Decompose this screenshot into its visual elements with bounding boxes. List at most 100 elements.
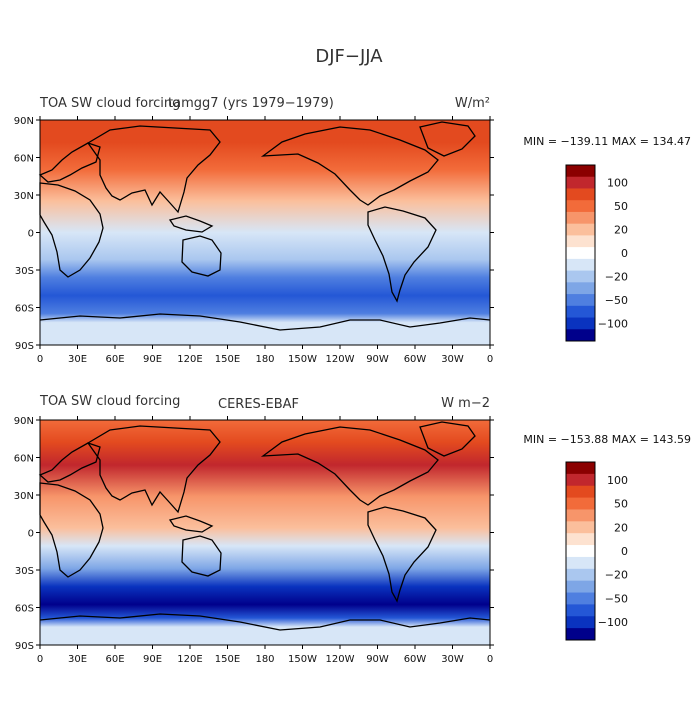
colorbar-swatch (566, 294, 595, 307)
colorbar-swatch (566, 509, 595, 522)
colorbar-swatch (566, 545, 595, 558)
colorbar-swatch (566, 235, 595, 248)
panel-bottom-units: W m−2 (441, 396, 490, 411)
colorbar-top: 100 50 20 0 −20 −50 −100 (565, 164, 628, 342)
colorbar-swatch (566, 568, 595, 582)
colorbar-swatch (566, 165, 595, 178)
lat-tick-label: 0 (28, 229, 34, 240)
lon-tick-label: 120W (326, 354, 355, 365)
southeast-asia-islands (168, 515, 214, 533)
lat-tick-label: 30S (15, 266, 34, 277)
colorbar-swatch (566, 604, 595, 617)
lon-tick-label: 150W (288, 354, 317, 365)
lat-tick-label: 90N (14, 416, 34, 427)
lon-tick-label: 60W (404, 654, 427, 665)
colorbar-swatch (566, 556, 595, 570)
colorbar-swatch (566, 329, 595, 342)
australia-outline (181, 235, 222, 277)
colorbar-swatch (566, 580, 595, 594)
colorbar-swatch (566, 282, 595, 295)
lon-tick-label: 90E (143, 354, 162, 365)
colorbar-swatch (566, 462, 595, 475)
lat-axis-bottom: 90N 60N 30N 0 30S 60S 90S (14, 416, 494, 652)
panel-top-units: W/m² (455, 96, 490, 111)
continent-outlines (38, 121, 491, 331)
lon-tick-label: 120W (326, 654, 355, 665)
lat-tick-label: 90N (14, 116, 34, 127)
colorbar-label: 20 (614, 521, 628, 534)
lon-axis-bottom: 0 30E 60E 90E 120E 150E 180 150W 120W 90W 60W 30W 0 (37, 416, 493, 665)
colorbar-swatch (566, 473, 595, 487)
lat-tick-label: 60N (14, 454, 34, 465)
lat-tick-label: 30S (15, 566, 34, 577)
lon-tick-label: 90W (366, 654, 389, 665)
colorbar-label: 0 (621, 247, 628, 260)
lon-tick-label: 150W (288, 654, 317, 665)
lat-axis-top: 90N 60N 30N 0 30S 60S 90S (14, 116, 494, 352)
colorbar-label: −50 (605, 592, 628, 605)
colorbar-swatch (566, 521, 595, 534)
lon-tick-label: 30W (441, 354, 464, 365)
lat-tick-label: 30N (14, 491, 34, 502)
panel-top-variable: TOA SW cloud forcing (39, 96, 180, 111)
lon-tick-label: 30W (441, 654, 464, 665)
lon-axis-top: 0 30E 60E 90E 120E 150E 180 150W 120W 90W 60W 30W 0 (37, 116, 493, 365)
map-bottom: 90N 60N 30N 0 30S 60S 90S 0 30E 60E 90E 120E 150E 18… (14, 416, 494, 665)
lon-tick-label: 30E (68, 654, 87, 665)
panel-bottom-source: CERES-EBAF (218, 397, 299, 412)
africa-outline (39, 182, 104, 278)
lat-tick-label: 30N (14, 191, 34, 202)
lat-tick-label: 90S (15, 641, 34, 652)
lon-tick-label: 90E (143, 654, 162, 665)
colorbar-label: −50 (605, 294, 628, 307)
greenland-outline (419, 421, 476, 457)
south-america-outline (367, 206, 437, 303)
panel-bottom-variable: TOA SW cloud forcing (39, 394, 180, 409)
colorbar-swatch (566, 258, 595, 272)
colorbar-frame (565, 164, 596, 342)
africa-outline (39, 482, 104, 578)
asia-outline (87, 425, 221, 514)
colorbar-swatch (566, 592, 595, 605)
colorbar-swatch (566, 533, 595, 546)
lat-tick-label: 60N (14, 154, 34, 165)
north-america-outline (260, 426, 439, 506)
lon-tick-label: 120E (177, 354, 202, 365)
colorbar-swatch (566, 176, 595, 189)
colorbar-label: −20 (605, 270, 628, 283)
colorbar-swatch (566, 497, 595, 510)
colorbar-label: 100 (607, 474, 628, 487)
antarctica-outline (39, 313, 491, 331)
lon-tick-label: 30E (68, 354, 87, 365)
lon-tick-label: 150E (215, 354, 240, 365)
colorbar-swatch (566, 616, 595, 629)
panel-bottom: TOA SW cloud forcing CERES-EBAF W m−2 90… (14, 394, 691, 665)
colorbar-label: −100 (598, 317, 628, 330)
colorbar-label: 20 (614, 224, 628, 237)
lat-tick-label: 0 (28, 529, 34, 540)
colorbar-swatch (566, 485, 595, 499)
colorbar-swatch (566, 188, 595, 201)
figure-title: DJF−JJA (315, 46, 383, 67)
colorbar-swatch (566, 211, 595, 225)
continent-outlines (38, 421, 491, 631)
europe-outline (38, 142, 101, 183)
antarctica-outline (39, 613, 491, 631)
panel-bottom-stats: MIN = −153.88 MAX = 143.59 (523, 433, 691, 446)
lon-tick-label: 120E (177, 654, 202, 665)
lat-tick-label: 60S (15, 604, 34, 615)
south-america-outline (367, 506, 437, 603)
colorbar-swatch (566, 628, 595, 641)
greenland-outline (419, 121, 476, 157)
colorbar-label: −20 (605, 569, 628, 582)
lon-tick-label: 0 (37, 354, 43, 365)
colorbar-label: 100 (607, 177, 628, 190)
colorbar-swatch (566, 200, 595, 213)
lon-tick-label: 90W (366, 354, 389, 365)
lon-tick-label: 0 (487, 654, 493, 665)
asia-outline (87, 125, 221, 214)
colorbar-label: 50 (614, 200, 628, 213)
lon-tick-label: 0 (487, 354, 493, 365)
lon-tick-label: 150E (215, 654, 240, 665)
